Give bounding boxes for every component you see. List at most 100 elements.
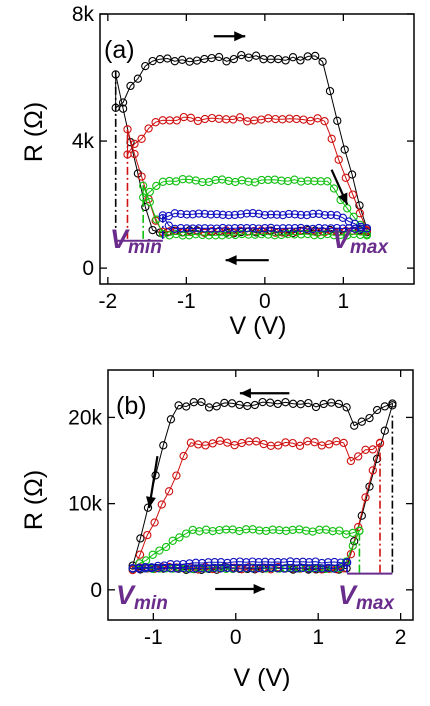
data-point (320, 224, 330, 233)
data-point (290, 210, 300, 219)
data-point (197, 558, 207, 568)
data-point (172, 560, 182, 569)
data-point (179, 451, 188, 461)
panel-b-ylabel: R (Ω) (20, 470, 48, 530)
data-point (211, 175, 220, 185)
data-point (118, 104, 128, 113)
data-point (284, 209, 294, 219)
data-point (137, 172, 146, 181)
data-point (334, 399, 344, 409)
data-point (152, 181, 161, 191)
data-point (334, 155, 343, 164)
data-point (327, 398, 336, 407)
panel-b-ticks: -1 0 1 2 0 10k 20k (68, 370, 413, 649)
panel-b-label: (b) (116, 392, 147, 420)
data-point (295, 441, 305, 450)
data-point (355, 209, 365, 218)
y-tick-label: 0 (82, 257, 94, 280)
data-point (237, 50, 246, 60)
data-point (194, 224, 203, 233)
data-point (218, 210, 227, 219)
data-point (242, 563, 251, 573)
data-point (164, 487, 174, 496)
data-point (330, 557, 339, 567)
data-point (147, 563, 156, 573)
series-line (132, 560, 348, 570)
data-point (347, 170, 357, 179)
data-point (278, 224, 288, 233)
data-point (165, 176, 174, 186)
data-point (354, 452, 363, 461)
data-point (134, 564, 144, 573)
data-point (281, 56, 290, 65)
data-point (327, 134, 336, 143)
data-point (218, 223, 227, 233)
data-point (362, 224, 372, 233)
data-point (204, 558, 213, 567)
data-point (308, 209, 318, 219)
data-point (296, 230, 306, 239)
data-point (317, 564, 326, 573)
data-point (206, 224, 215, 233)
data-point (186, 113, 196, 122)
data-point (126, 81, 135, 91)
x-tick-label: -2 (99, 290, 118, 313)
data-point (118, 98, 128, 107)
data-point (336, 558, 345, 567)
data-point (210, 558, 219, 567)
data-point (317, 558, 326, 568)
data-point (361, 493, 370, 502)
data-point (314, 209, 324, 218)
series-line (132, 440, 381, 571)
data-point (348, 541, 357, 550)
data-point (179, 559, 188, 569)
data-point (281, 398, 290, 407)
data-point (303, 229, 312, 239)
data-point (223, 558, 232, 568)
data-point (341, 173, 350, 182)
data-point (350, 421, 359, 430)
data-point (159, 441, 168, 450)
data-point (290, 230, 299, 239)
data-point (333, 116, 342, 125)
panel-b-vmin-label: Vmin (116, 580, 168, 614)
data-point (214, 52, 224, 62)
data-point (284, 224, 294, 233)
data-point (204, 564, 213, 573)
data-point (372, 405, 382, 415)
x-tick-label: 1 (338, 290, 350, 313)
data-point (224, 230, 233, 239)
data-point (311, 557, 320, 566)
data-point (348, 190, 357, 199)
series-line (142, 178, 368, 237)
data-point (230, 441, 239, 450)
data-point (266, 210, 276, 219)
data-point (166, 415, 176, 424)
data-point (176, 224, 185, 233)
data-point (181, 529, 191, 538)
data-point (260, 210, 270, 220)
data-point (274, 441, 283, 450)
data-point (163, 54, 172, 63)
data-point (227, 399, 237, 408)
data-point (168, 536, 177, 545)
data-point (311, 563, 320, 573)
data-point (223, 563, 232, 573)
data-point (223, 438, 232, 447)
data-point (236, 210, 245, 219)
data-point (178, 55, 187, 64)
data-point (316, 177, 325, 186)
data-point (160, 563, 169, 573)
data-point (272, 224, 282, 233)
data-point (145, 187, 154, 197)
data-point (290, 224, 300, 233)
x-tick-label: 1 (312, 626, 324, 649)
series-line (115, 54, 368, 234)
data-point (272, 210, 282, 219)
data-point (356, 224, 366, 233)
x-tick-label: 2 (395, 626, 407, 649)
data-point (380, 426, 389, 435)
sweep-arrowhead (239, 388, 251, 399)
data-point (155, 546, 164, 555)
data-point (148, 225, 157, 235)
